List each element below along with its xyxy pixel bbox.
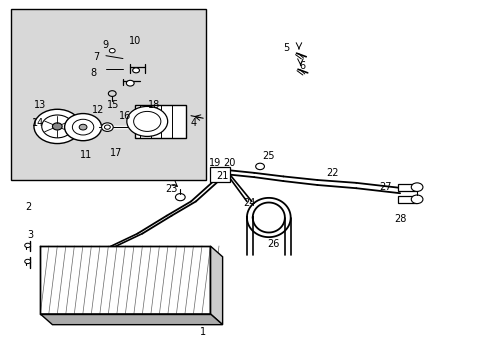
Text: 8: 8: [90, 68, 97, 78]
Text: 20: 20: [224, 158, 236, 168]
Text: 23: 23: [165, 184, 178, 194]
Polygon shape: [210, 246, 222, 325]
Circle shape: [102, 123, 113, 131]
Circle shape: [126, 80, 134, 86]
Circle shape: [79, 124, 87, 130]
Text: 2: 2: [25, 202, 31, 212]
Circle shape: [34, 109, 81, 144]
Text: 14: 14: [32, 118, 44, 128]
Text: 28: 28: [393, 214, 406, 224]
Text: 9: 9: [102, 40, 109, 50]
Text: 26: 26: [267, 239, 279, 249]
Text: 3: 3: [27, 230, 34, 240]
Text: 1: 1: [200, 327, 206, 337]
Circle shape: [126, 107, 167, 136]
Polygon shape: [40, 314, 222, 325]
Circle shape: [410, 195, 422, 203]
Text: 6: 6: [299, 61, 305, 71]
Text: 15: 15: [107, 100, 119, 110]
Circle shape: [132, 68, 139, 73]
FancyBboxPatch shape: [11, 9, 205, 180]
Text: 21: 21: [216, 171, 228, 181]
Bar: [135, 105, 186, 138]
Circle shape: [25, 259, 30, 264]
Text: 19: 19: [209, 158, 221, 168]
Text: 27: 27: [379, 182, 391, 192]
Text: 25: 25: [262, 151, 274, 161]
Text: 16: 16: [119, 111, 131, 121]
Circle shape: [109, 49, 115, 53]
Text: 12: 12: [92, 105, 104, 115]
Bar: [397, 196, 416, 203]
Text: 22: 22: [325, 168, 338, 178]
Text: 17: 17: [109, 148, 122, 158]
Text: 13: 13: [34, 100, 46, 110]
Circle shape: [52, 123, 62, 130]
Bar: [397, 184, 416, 191]
Text: 4: 4: [190, 118, 196, 128]
Text: 7: 7: [93, 52, 99, 62]
Polygon shape: [40, 246, 210, 314]
Circle shape: [25, 243, 30, 248]
Text: 5: 5: [282, 43, 288, 53]
Bar: [210, 167, 229, 182]
Circle shape: [410, 183, 422, 192]
Text: 24: 24: [243, 198, 255, 208]
Text: 11: 11: [80, 150, 92, 160]
Text: 10: 10: [129, 36, 141, 46]
Circle shape: [64, 113, 102, 141]
Text: 18: 18: [148, 100, 161, 110]
